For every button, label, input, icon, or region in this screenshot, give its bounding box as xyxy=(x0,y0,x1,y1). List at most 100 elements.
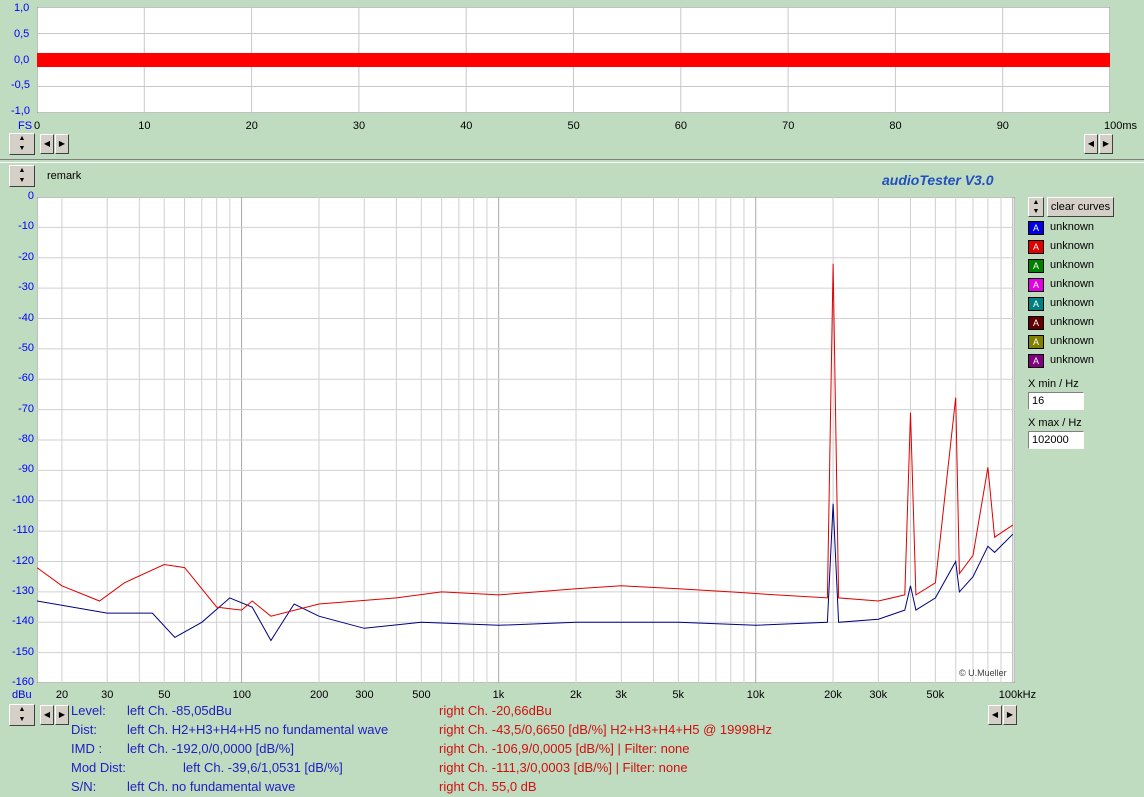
legend-item-label: unknown xyxy=(1050,259,1095,271)
clear-curves-button[interactable]: clear curves xyxy=(1047,197,1114,217)
spectrum-x-tick: 300 xyxy=(355,689,374,701)
result-left-dist: left Ch. H2+H3+H4+H5 no fundamental wave xyxy=(127,722,389,737)
spectrum-y-tick: -130 xyxy=(11,584,34,597)
curve-color-swatch-icon[interactable]: A xyxy=(1028,335,1044,349)
result-right-level: right Ch. -20,66dBu xyxy=(439,703,552,718)
scope-right-right-button[interactable]: ▶ xyxy=(1099,134,1113,154)
copyright-text: © U.Mueller xyxy=(959,668,1007,678)
curve-color-swatch-icon[interactable]: A xyxy=(1028,354,1044,368)
spin-down-icon[interactable]: ▼ xyxy=(18,716,26,723)
spin-up-icon[interactable]: ▲ xyxy=(18,706,26,713)
legend-item-label: unknown xyxy=(1050,278,1095,290)
result-key-moddist: Mod Dist: xyxy=(71,760,126,775)
spectrum-x-tick: 50k xyxy=(926,689,945,701)
scope-waveform xyxy=(37,53,1110,67)
spectrum-y-tick: -30 xyxy=(18,281,34,294)
scope-x-tick: 80 xyxy=(889,120,902,132)
remark-spinner[interactable]: ▲ ▼ xyxy=(9,165,35,187)
series-right-channel xyxy=(37,263,1014,617)
spin-down-icon[interactable]: ▼ xyxy=(18,177,26,184)
curve-color-swatch-icon[interactable]: A xyxy=(1028,316,1044,330)
xmax-label: X max / Hz xyxy=(1028,417,1082,429)
legend-item-label: unknown xyxy=(1050,221,1095,233)
legend-item-label: unknown xyxy=(1050,335,1095,347)
scope-zoom-spinner[interactable]: ▲ ▼ xyxy=(9,133,35,155)
spectrum-x-tick: 100 xyxy=(232,689,251,701)
spectrum-scroll-right-button[interactable]: ▶ xyxy=(55,705,69,725)
scope-fs-label: FS xyxy=(18,120,33,132)
spectrum-y-tick: -100 xyxy=(11,493,34,506)
legend-item-label: unknown xyxy=(1050,354,1095,366)
spectrum-x-tick: 20 xyxy=(55,689,69,701)
scope-plot xyxy=(37,7,1110,113)
spectrum-x-tick: 10k xyxy=(746,689,765,701)
curve-color-swatch-icon[interactable]: A xyxy=(1028,259,1044,273)
spectrum-right-right-button[interactable]: ▶ xyxy=(1003,705,1017,725)
result-right-sn: right Ch. 55,0 dB xyxy=(439,779,537,794)
spectrum-x-tick: 500 xyxy=(412,689,431,701)
spectrum-plot: © U.Mueller xyxy=(37,197,1015,683)
scope-scroll-left-button[interactable]: ◀ xyxy=(40,134,54,154)
spectrum-y-tick: -160 xyxy=(11,676,34,688)
spectrum-x-tick: 5k xyxy=(672,689,684,701)
spectrum-y-tick: -20 xyxy=(18,250,34,263)
scope-x-tick: 70 xyxy=(782,120,795,132)
result-left-sn: left Ch. no fundamental wave xyxy=(127,779,296,794)
scope-y-tick: 0,0 xyxy=(14,54,30,66)
legend-item-label: unknown xyxy=(1050,297,1095,309)
spectrum-y-tick: -40 xyxy=(18,311,34,324)
result-left-moddist: left Ch. -39,6/1,0531 [dB/%] xyxy=(183,760,343,775)
spin-up-icon[interactable]: ▲ xyxy=(1032,199,1040,206)
xmax-field[interactable]: 102000 xyxy=(1028,431,1084,449)
spectrum-y-tick: 0 xyxy=(27,190,34,202)
spectrum-y-tick: -70 xyxy=(18,402,34,415)
spin-down-icon[interactable]: ▼ xyxy=(18,145,26,152)
scope-x-tick: 30 xyxy=(352,120,366,132)
xmin-label: X min / Hz xyxy=(1028,378,1079,390)
spin-up-icon[interactable]: ▲ xyxy=(18,167,26,174)
scope-y-tick: -0,5 xyxy=(11,79,30,91)
series-left-channel xyxy=(37,503,1014,642)
spectrum-right-left-button[interactable]: ◀ xyxy=(988,705,1002,725)
scope-x-tick: 0 xyxy=(34,120,41,132)
curve-color-swatch-icon[interactable]: A xyxy=(1028,278,1044,292)
scope-y-tick: -1,0 xyxy=(11,105,30,117)
spectrum-series xyxy=(37,263,1014,642)
spectrum-y-tick: -10 xyxy=(18,220,34,233)
curve-color-swatch-icon[interactable]: A xyxy=(1028,240,1044,254)
scope-scroll-right-button[interactable]: ▶ xyxy=(55,134,69,154)
spin-up-icon[interactable]: ▲ xyxy=(18,135,26,142)
spectrum-x-tick: 30 xyxy=(101,689,114,701)
spectrum-y-tick: -140 xyxy=(11,615,34,628)
spectrum-y-tick: -110 xyxy=(12,524,34,537)
spectrum-x-tick: 20k xyxy=(824,689,842,701)
spectrum-y-tick: -50 xyxy=(18,341,34,354)
legend-item-label: unknown xyxy=(1050,240,1095,252)
curve-color-swatch-icon[interactable]: A xyxy=(1028,297,1044,311)
spectrum-x-tick: 50 xyxy=(158,689,171,701)
spectrum-y-tick: -80 xyxy=(18,433,34,445)
legend-spinner[interactable]: ▲ ▼ xyxy=(1028,197,1044,217)
divider xyxy=(0,159,1144,163)
spectrum-x-tick: 3k xyxy=(615,689,627,701)
scope-y-tick: 1,0 xyxy=(14,2,30,14)
result-left-level: left Ch. -85,05dBu xyxy=(127,703,232,718)
remark-label: remark xyxy=(47,170,82,182)
result-key-dist: Dist: xyxy=(71,722,97,737)
spectrum-scroll-left-button[interactable]: ◀ xyxy=(40,705,54,725)
spin-down-icon[interactable]: ▼ xyxy=(1032,208,1040,215)
legend-item-label: unknown xyxy=(1050,316,1095,328)
spectrum-zoom-spinner[interactable]: ▲ ▼ xyxy=(9,704,35,726)
curve-color-swatch-icon[interactable]: A xyxy=(1028,221,1044,235)
result-right-moddist: right Ch. -111,3/0,0003 [dB/%] | Filter:… xyxy=(439,760,688,775)
scope-right-left-button[interactable]: ◀ xyxy=(1084,134,1098,154)
spectrum-x-tick: 1k xyxy=(492,689,505,701)
spectrum-y-tick: -60 xyxy=(18,372,34,385)
result-key-level: Level: xyxy=(71,703,106,718)
app-title: audioTester V3.0 xyxy=(882,172,994,188)
xmin-field[interactable]: 16 xyxy=(1028,392,1084,410)
scope-x-tick: 60 xyxy=(674,120,688,132)
scope-x-tick: 90 xyxy=(996,120,1009,132)
result-key-imd: IMD : xyxy=(71,741,103,756)
spectrum-x-tick: 200 xyxy=(309,689,329,701)
